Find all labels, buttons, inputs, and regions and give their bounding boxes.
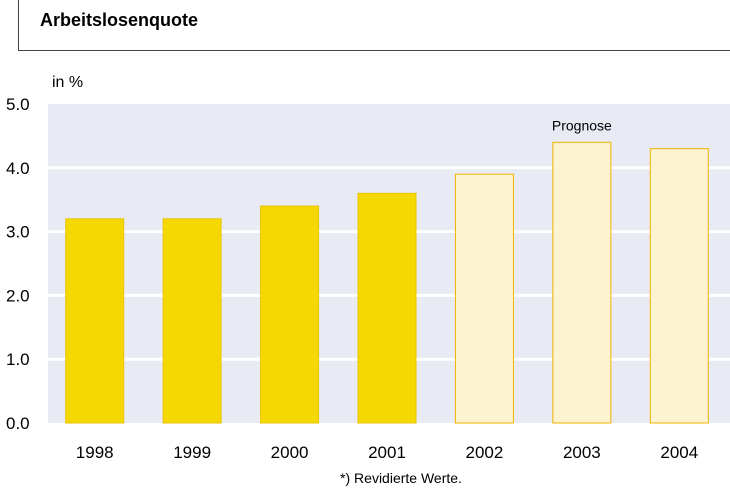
bar-2001	[357, 192, 417, 424]
bar-chart: 0.0 1.0 2.0 3.0 4.0 5.0 1998 1999 2000 2001 2002 2…	[6, 95, 730, 462]
header-horizontal-rule	[18, 50, 730, 51]
y-tick-labels: 0.0 1.0 2.0 3.0 4.0 5.0	[6, 95, 30, 433]
forecast-annotation: Prognose	[552, 117, 612, 133]
bar-2000	[260, 205, 320, 424]
x-tick-label: 2000	[271, 443, 309, 462]
bar-1998	[65, 218, 125, 424]
header-vertical-rule	[18, 0, 19, 50]
bar-2002	[454, 173, 514, 424]
bar-2004	[649, 148, 709, 424]
x-tick-label: 2003	[563, 443, 601, 462]
x-tick-label: 2001	[368, 443, 406, 462]
bars-group	[65, 141, 709, 424]
x-tick-label: 1999	[173, 443, 211, 462]
y-tick-label: 1.0	[6, 350, 30, 369]
y-tick-label: 3.0	[6, 223, 30, 242]
chart-title: Arbeitslosenquote	[40, 10, 199, 30]
y-tick-label: 4.0	[6, 159, 30, 178]
y-tick-label: 5.0	[6, 95, 30, 114]
x-tick-label: 2004	[660, 443, 698, 462]
bar-2003	[552, 141, 612, 424]
x-tick-labels: 1998 1999 2000 2001 2002 2003 2004	[76, 443, 698, 462]
footnote: *) Revidierte Werte.	[340, 470, 462, 486]
bar-1999	[162, 218, 222, 424]
y-tick-label: 2.0	[6, 286, 30, 305]
x-tick-label: 1998	[76, 443, 114, 462]
y-axis-unit-label: in %	[52, 74, 84, 91]
y-tick-label: 0.0	[6, 414, 30, 433]
x-tick-label: 2002	[466, 443, 504, 462]
